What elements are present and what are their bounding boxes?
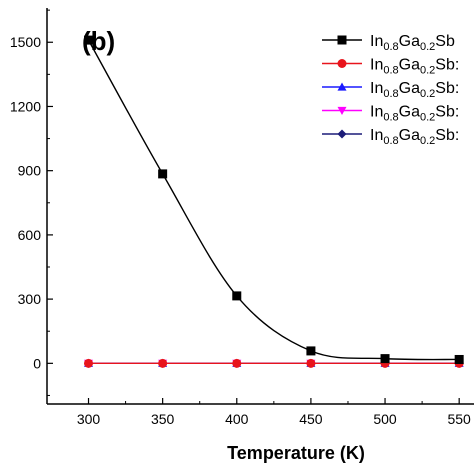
x-tick-label: 300 xyxy=(77,411,101,427)
legend-subscript: 0.8 xyxy=(383,41,398,53)
legend-text-part: In xyxy=(370,57,383,74)
x-axis-title: Temperature (K) xyxy=(227,443,365,463)
y-tick-label: 900 xyxy=(18,163,42,179)
panel-label: (b) xyxy=(82,26,115,56)
legend-text-part: Ga xyxy=(399,80,420,97)
x-tick-label: 400 xyxy=(225,411,249,427)
y-tick-label: 600 xyxy=(18,227,42,243)
legend-subscript: 0.8 xyxy=(383,112,398,124)
data-point xyxy=(158,169,168,179)
legend-subscript: 0.2 xyxy=(420,88,435,100)
y-tick-label: 1200 xyxy=(10,98,41,114)
legend-subscript: 0.8 xyxy=(383,135,398,147)
legend-subscript: 0.2 xyxy=(420,135,435,147)
legend-text-part: Ga xyxy=(399,104,420,121)
data-point xyxy=(158,358,168,368)
legend-text-part: In xyxy=(370,33,383,50)
legend-subscript: 0.2 xyxy=(420,112,435,124)
legend-marker xyxy=(337,82,347,91)
legend-text-part: Sb: xyxy=(435,80,459,97)
legend-item-2: In0.8Ga0.2Sb: xyxy=(322,57,459,77)
x-tick-label: 450 xyxy=(299,411,323,427)
legend-text-part: Ga xyxy=(399,57,420,74)
legend-text-part: Ga xyxy=(399,33,420,50)
ticks: 300 350 400 450 500 550 0 300 600 900 1200 1500 xyxy=(10,9,471,427)
legend-marker xyxy=(337,59,347,68)
series-2 xyxy=(84,358,464,368)
legend-text-part: Ga xyxy=(399,127,420,144)
y-tick-label: 300 xyxy=(18,291,42,307)
legend-item-3: In0.8Ga0.2Sb: xyxy=(322,80,459,100)
legend-text-part: In xyxy=(370,80,383,97)
legend: In0.8Ga0.2SbIn0.8Ga0.2Sb:In0.8Ga0.2Sb:In… xyxy=(322,33,459,147)
series-layer xyxy=(84,35,464,368)
legend-subscript: 0.8 xyxy=(383,88,398,100)
legend-marker xyxy=(337,129,347,139)
y-tick-label: 1500 xyxy=(10,34,41,50)
legend-item-4: In0.8Ga0.2Sb: xyxy=(322,104,459,124)
data-point xyxy=(84,358,94,368)
legend-text-part: In xyxy=(370,104,383,121)
data-point xyxy=(306,346,316,356)
legend-label: In0.8Ga0.2Sb: xyxy=(370,80,459,100)
data-point xyxy=(232,291,242,301)
data-point xyxy=(84,35,94,45)
legend-marker xyxy=(337,106,347,115)
data-point xyxy=(306,358,316,368)
x-tick-label: 500 xyxy=(373,411,397,427)
legend-text-part: Sb: xyxy=(435,104,459,121)
legend-text-part: Sb: xyxy=(435,57,459,74)
legend-label: In0.8Ga0.2Sb: xyxy=(370,104,459,124)
legend-label: In0.8Ga0.2Sb: xyxy=(370,57,459,77)
x-tick-label: 550 xyxy=(447,411,471,427)
series-1 xyxy=(84,35,464,364)
data-point xyxy=(380,354,390,364)
data-point xyxy=(454,354,464,364)
legend-text-part: In xyxy=(370,127,383,144)
legend-subscript: 0.2 xyxy=(420,41,435,53)
legend-text-part: Sb: xyxy=(435,127,459,144)
legend-label: In0.8Ga0.2Sb: xyxy=(370,127,459,147)
legend-marker xyxy=(337,35,347,45)
legend-label: In0.8Ga0.2Sb xyxy=(370,33,455,53)
data-point xyxy=(232,358,242,368)
legend-item-1: In0.8Ga0.2Sb xyxy=(322,33,455,53)
legend-text-part: Sb xyxy=(435,33,455,50)
x-tick-label: 350 xyxy=(151,411,175,427)
legend-subscript: 0.2 xyxy=(420,65,435,77)
y-tick-label: 0 xyxy=(33,355,41,371)
legend-item-5: In0.8Ga0.2Sb: xyxy=(322,127,459,147)
legend-subscript: 0.8 xyxy=(383,65,398,77)
